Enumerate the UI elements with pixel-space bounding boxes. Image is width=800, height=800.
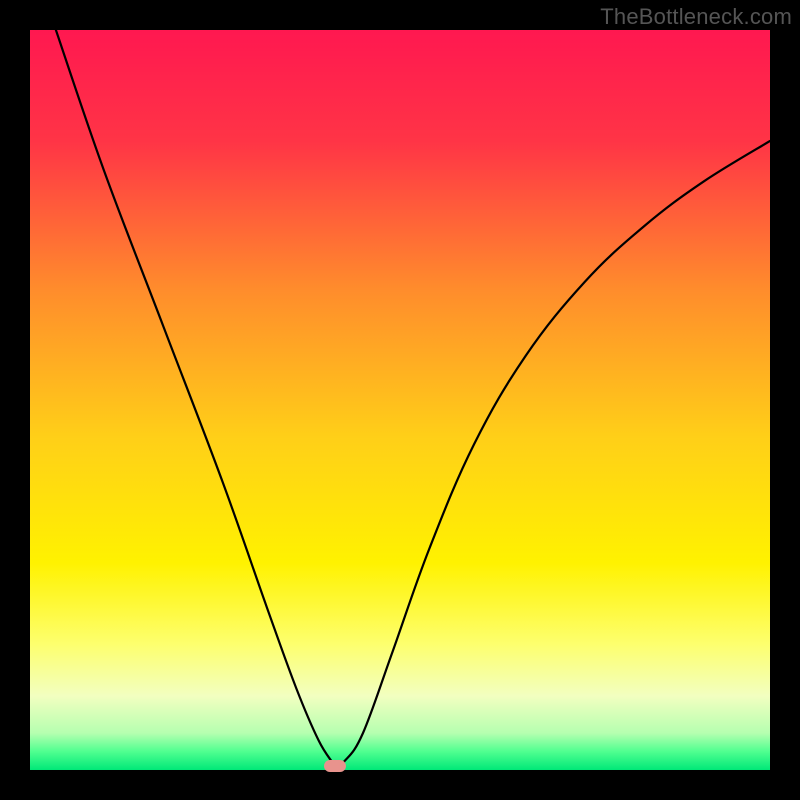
watermark-text: TheBottleneck.com xyxy=(600,4,792,30)
valley-marker xyxy=(324,760,346,772)
bottleneck-curve xyxy=(30,30,770,770)
plot-area xyxy=(30,30,770,770)
curve-path xyxy=(56,30,770,768)
